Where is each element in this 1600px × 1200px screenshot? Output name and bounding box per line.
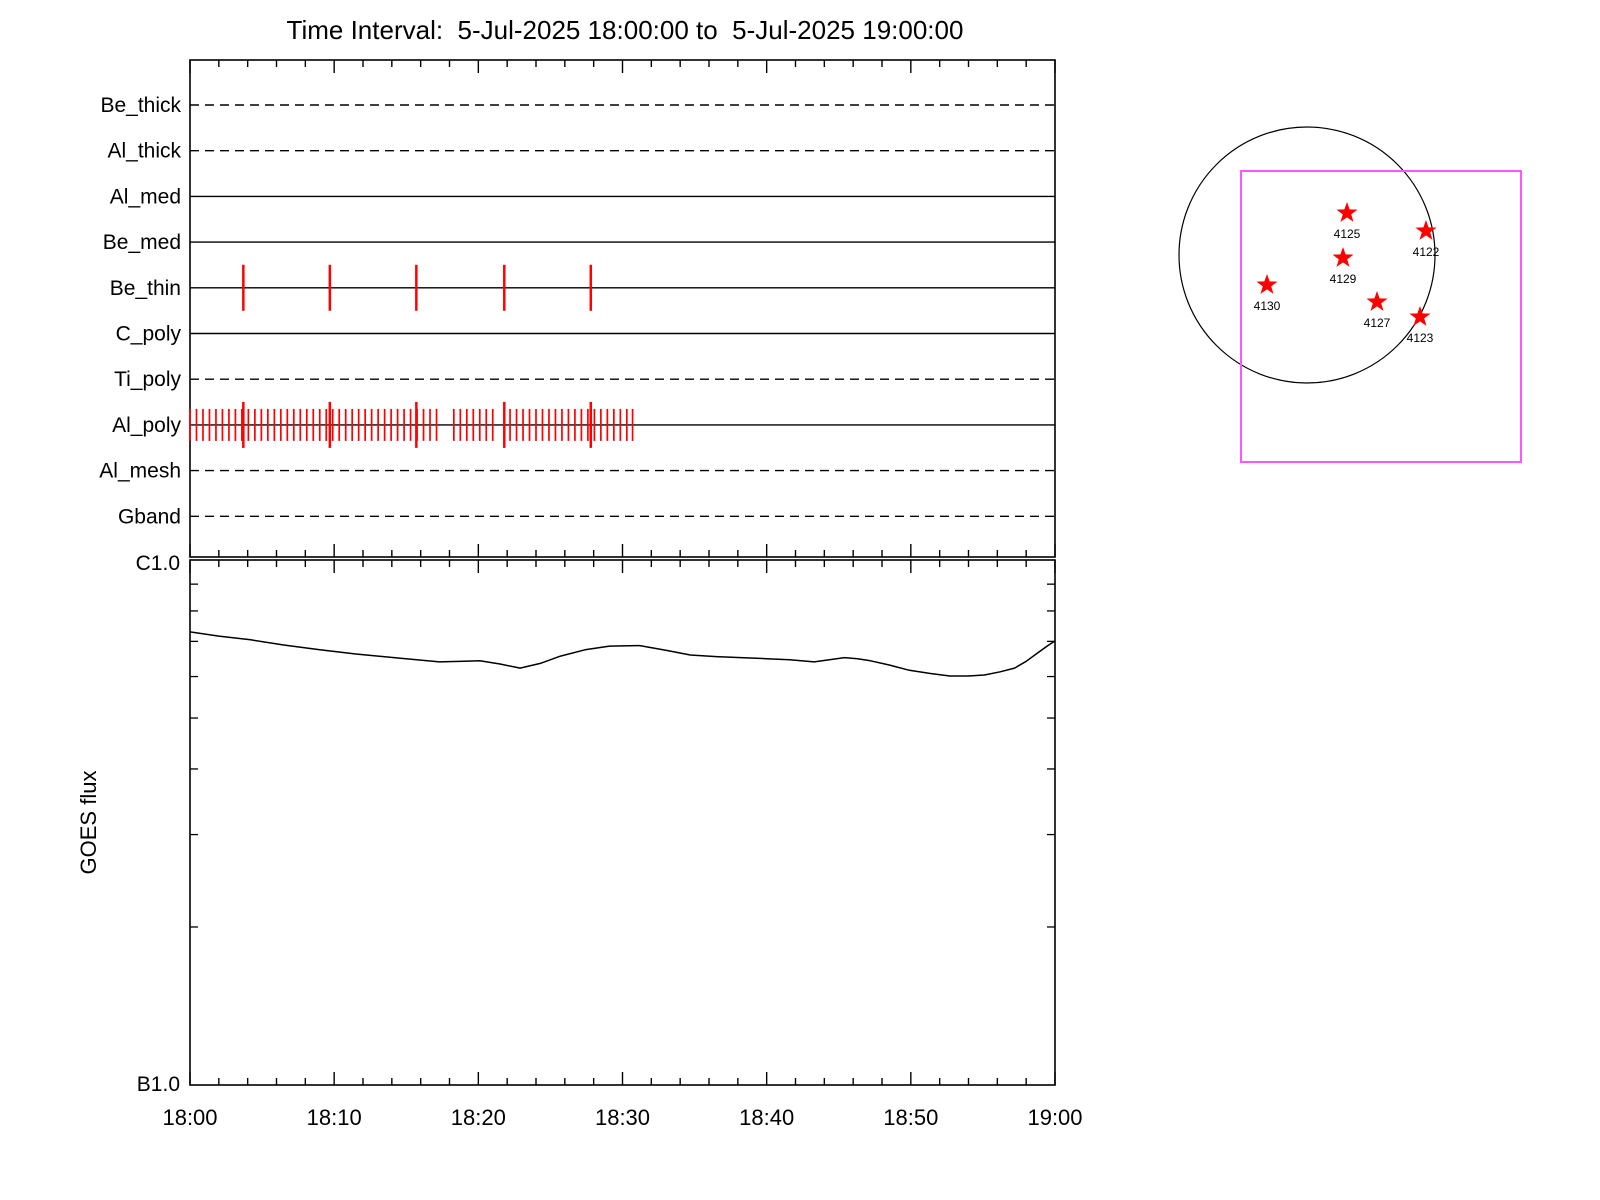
x-axis-tick-label: 19:00 — [1027, 1105, 1082, 1130]
x-axis-tick-label: 18:20 — [451, 1105, 506, 1130]
solar-disk-outline — [1178, 126, 1436, 384]
x-axis-tick-label: 18:30 — [595, 1105, 650, 1130]
active-region-star — [1409, 306, 1431, 326]
active-region-star — [1336, 202, 1358, 222]
x-axis-tick-label: 18:40 — [739, 1105, 794, 1130]
active-region-label: 4129 — [1330, 272, 1357, 286]
timeline-panel-frame — [189, 59, 1056, 558]
active-region-label: 4122 — [1413, 245, 1440, 259]
active-region-star — [1415, 220, 1437, 240]
y-axis-bottom-label: B1.0 — [137, 1073, 180, 1096]
x-axis-tick-label: 18:10 — [307, 1105, 362, 1130]
goes-flux-curve — [189, 631, 1056, 677]
active-region-label: 4123 — [1407, 331, 1434, 345]
channel-label: Al_mesh — [99, 460, 181, 483]
channel-label: Al_med — [110, 185, 181, 208]
y-axis-top-label: C1.0 — [136, 552, 180, 575]
field-of-view-box — [1240, 170, 1522, 463]
channel-label: Al_poly — [112, 414, 181, 437]
channel-label: Gband — [118, 505, 181, 528]
channel-label: Be_thick — [100, 94, 181, 117]
active-region-star — [1332, 247, 1354, 267]
active-region-label: 4130 — [1254, 299, 1281, 313]
goes-panel-frame — [189, 559, 1056, 1086]
channel-label: Be_thin — [110, 277, 181, 300]
x-axis-tick-label: 18:00 — [162, 1105, 217, 1130]
goes-flux-axis-title: GOES flux — [76, 771, 101, 875]
channel-label: Ti_poly — [114, 368, 181, 391]
active-region-star — [1366, 291, 1388, 311]
active-region-label: 4127 — [1364, 316, 1391, 330]
channel-label: Al_thick — [107, 140, 181, 163]
channel-label: Be_med — [103, 231, 181, 254]
channel-label: C_poly — [116, 323, 182, 346]
x-axis-tick-label: 18:50 — [883, 1105, 938, 1130]
active-region-star — [1256, 274, 1278, 294]
active-region-label: 4125 — [1334, 227, 1361, 241]
plot-title: Time Interval: 5-Jul-2025 18:00:00 to 5-… — [286, 15, 964, 45]
